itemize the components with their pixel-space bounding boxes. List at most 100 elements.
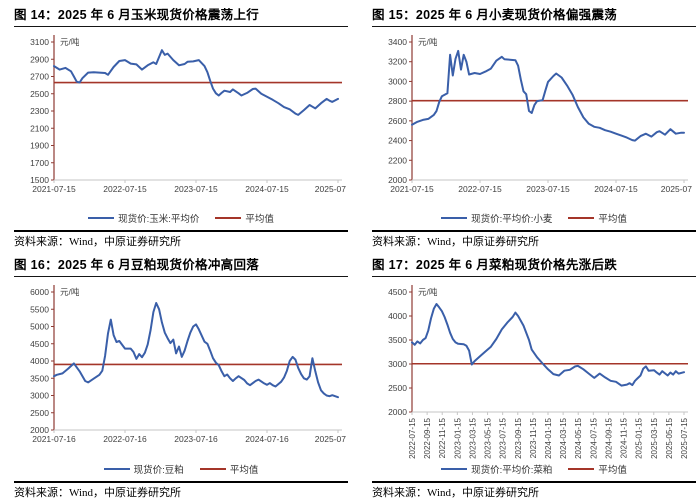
legend-label-average: 平均值 — [229, 465, 259, 476]
svg-text:2023-05-15: 2023-05-15 — [484, 417, 493, 458]
legend-average: 平均值 — [568, 211, 627, 225]
svg-text:1900: 1900 — [30, 141, 49, 151]
source-divider — [372, 481, 696, 483]
avg-line-swatch — [568, 217, 595, 219]
svg-text:2022-07-15: 2022-07-15 — [103, 184, 147, 194]
svg-text:2023-03-15: 2023-03-15 — [468, 417, 477, 458]
svg-text:3400: 3400 — [388, 37, 407, 47]
chart-legend: 现货价:平均价:小麦 平均值 — [372, 211, 696, 225]
svg-text:2024-05-15: 2024-05-15 — [574, 417, 583, 458]
svg-text:2000: 2000 — [30, 425, 49, 435]
figure-16-title: 图 16：2025 年 6 月豆粕现货价格冲高回落 — [14, 258, 260, 272]
spacer — [14, 198, 348, 211]
legend-spot-series: 现货价:平均价:菜粕 — [441, 462, 552, 476]
svg-text:元/吨: 元/吨 — [418, 287, 438, 297]
svg-text:2025-01-15: 2025-01-15 — [635, 417, 644, 458]
svg-text:2023-09-15: 2023-09-15 — [514, 417, 523, 458]
avg-line-swatch — [199, 468, 226, 470]
svg-text:2024-07-15: 2024-07-15 — [245, 184, 289, 194]
svg-text:2900: 2900 — [30, 54, 49, 64]
svg-text:2200: 2200 — [388, 155, 407, 165]
svg-text:2500: 2500 — [30, 408, 49, 418]
svg-text:2023-07-16: 2023-07-16 — [174, 434, 218, 444]
svg-text:2022-07-16: 2022-07-16 — [103, 434, 147, 444]
spot-line-swatch — [88, 217, 115, 219]
spot-line-swatch — [441, 468, 468, 470]
svg-text:1500: 1500 — [30, 175, 49, 185]
svg-text:2021-07-16: 2021-07-16 — [32, 434, 76, 444]
legend-label-average: 平均值 — [245, 214, 274, 225]
legend-label-spot: 现货价:玉米:平均价 — [118, 214, 200, 225]
svg-text:4000: 4000 — [388, 311, 407, 321]
svg-text:元/吨: 元/吨 — [60, 37, 80, 47]
svg-text:4500: 4500 — [388, 287, 407, 297]
svg-text:3500: 3500 — [30, 373, 49, 383]
svg-text:2025-07: 2025-07 — [315, 434, 346, 444]
svg-text:5000: 5000 — [30, 322, 49, 332]
svg-text:3000: 3000 — [30, 391, 49, 401]
svg-text:2500: 2500 — [30, 89, 49, 99]
svg-text:2600: 2600 — [388, 116, 407, 126]
legend-average: 平均值 — [199, 462, 259, 476]
avg-line-swatch — [215, 217, 242, 219]
svg-text:2500: 2500 — [388, 383, 407, 393]
svg-text:2021-07-15: 2021-07-15 — [32, 184, 76, 194]
source-divider — [14, 481, 348, 483]
svg-text:2300: 2300 — [30, 106, 49, 116]
svg-text:2000: 2000 — [388, 175, 407, 185]
data-source-note: 资料来源：Wind，中原证券研究所 — [14, 236, 181, 248]
wheat-price-line-chart: 3400 3200 3000 2800 2600 2400 2200 2000 元/吨 2021-… — [388, 35, 692, 194]
figure-14-title: 图 14：2025 年 6 月玉米现货价格震荡上行 — [14, 8, 260, 22]
legend-label-spot: 现货价:平均价:菜粕 — [471, 465, 553, 476]
legend-average: 平均值 — [215, 211, 274, 225]
spacer — [372, 198, 696, 211]
legend-average: 平均值 — [568, 462, 627, 476]
svg-text:2700: 2700 — [30, 72, 49, 82]
figure-17-title: 图 17：2025 年 6 月菜粕现货价格先涨后跌 — [372, 258, 618, 272]
svg-text:3000: 3000 — [388, 76, 407, 86]
svg-text:2023-07-15: 2023-07-15 — [499, 417, 508, 458]
svg-text:2025-03-15: 2025-03-15 — [650, 417, 659, 458]
svg-text:2024-07-15: 2024-07-15 — [594, 184, 638, 194]
legend-spot-series: 现货价:豆粕 — [103, 462, 184, 476]
svg-text:3100: 3100 — [30, 37, 49, 47]
svg-text:2025-07: 2025-07 — [315, 184, 346, 194]
title-divider — [14, 26, 348, 27]
svg-text:2021-07-15: 2021-07-15 — [390, 184, 434, 194]
chart-legend: 现货价:玉米:平均价 平均值 — [14, 211, 348, 225]
svg-text:2024-09-15: 2024-09-15 — [604, 417, 613, 458]
corn-price-line-chart: 3100 2900 2700 2500 2300 2100 1900 1700 1500 元/吨 2… — [30, 35, 346, 194]
legend-label-spot: 现货价:豆粕 — [133, 465, 184, 476]
legend-spot-series: 现货价:平均价:小麦 — [441, 211, 552, 225]
svg-text:2023-01-15: 2023-01-15 — [453, 417, 462, 458]
title-divider — [372, 26, 696, 27]
svg-text:2023-11-15: 2023-11-15 — [529, 417, 538, 458]
svg-text:2025-07: 2025-07 — [661, 184, 692, 194]
svg-text:6000: 6000 — [30, 287, 49, 297]
figure-panel-16: 图 16：2025 年 6 月豆粕现货价格冲高回落 6000 5500 5000 45… — [0, 250, 350, 501]
spot-line-swatch — [103, 468, 130, 470]
svg-text:2400: 2400 — [388, 136, 407, 146]
svg-text:3200: 3200 — [388, 57, 407, 67]
data-source-note: 资料来源：Wind，中原证券研究所 — [372, 236, 539, 248]
svg-text:元/吨: 元/吨 — [418, 37, 438, 47]
svg-text:2024-03-15: 2024-03-15 — [559, 417, 568, 458]
svg-text:3000: 3000 — [388, 359, 407, 369]
svg-text:2024-07-16: 2024-07-16 — [245, 434, 289, 444]
title-divider — [372, 276, 696, 277]
svg-text:2024-11-15: 2024-11-15 — [620, 417, 629, 458]
svg-text:4000: 4000 — [30, 356, 49, 366]
svg-text:2100: 2100 — [30, 123, 49, 133]
svg-text:2022-09-15: 2022-09-15 — [423, 417, 432, 458]
svg-text:2022-07-15: 2022-07-15 — [408, 417, 417, 458]
rapeseed-meal-price-line-chart: 4500 4000 3500 3000 2500 2000 元/吨 2022-07-15 202… — [388, 285, 689, 459]
svg-text:4500: 4500 — [30, 339, 49, 349]
svg-text:2023-07-15: 2023-07-15 — [526, 184, 570, 194]
data-source-note: 资料来源：Wind，中原证券研究所 — [372, 487, 539, 499]
svg-text:元/吨: 元/吨 — [60, 287, 80, 297]
svg-text:2024-07-15: 2024-07-15 — [589, 417, 598, 458]
svg-text:2025-05-15: 2025-05-15 — [665, 417, 674, 458]
avg-line-swatch — [568, 468, 595, 470]
svg-text:2022-07-15: 2022-07-15 — [458, 184, 502, 194]
svg-text:2024-01-15: 2024-01-15 — [544, 417, 553, 458]
